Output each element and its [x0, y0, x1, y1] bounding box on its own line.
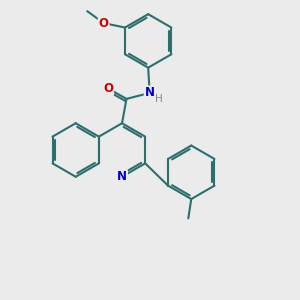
- Text: O: O: [103, 82, 113, 95]
- Text: N: N: [117, 170, 127, 183]
- Text: O: O: [99, 16, 109, 30]
- Text: N: N: [145, 86, 155, 99]
- Text: H: H: [155, 94, 163, 104]
